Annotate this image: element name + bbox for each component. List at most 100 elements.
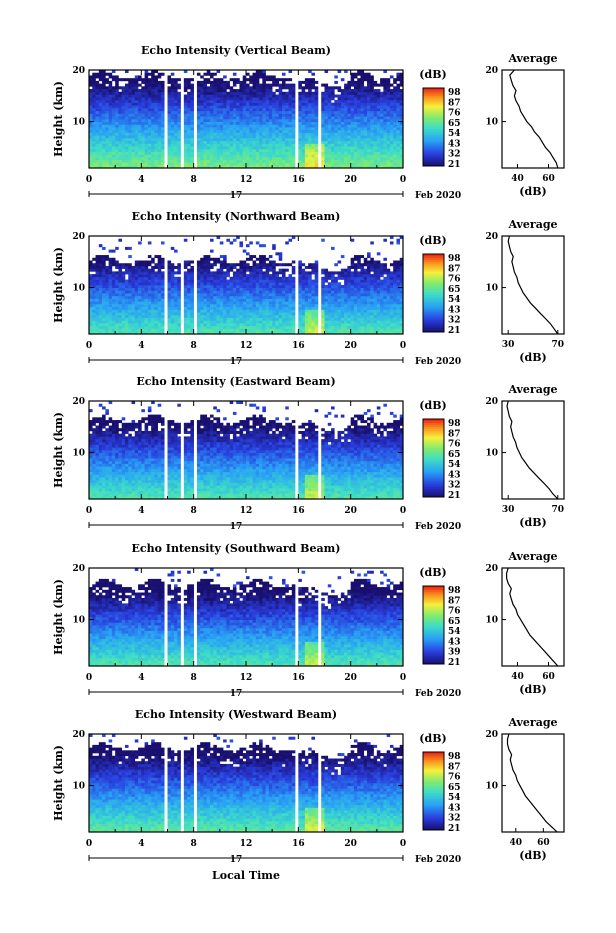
heat-cell bbox=[118, 103, 122, 106]
heat-cell bbox=[197, 277, 201, 280]
heat-cell bbox=[210, 263, 214, 266]
heat-cell bbox=[243, 320, 247, 323]
heat-cell bbox=[275, 293, 279, 296]
heat-cell bbox=[302, 326, 306, 329]
heat-cell bbox=[367, 152, 371, 155]
heat-cell bbox=[305, 144, 309, 147]
heat-cell bbox=[315, 293, 319, 296]
heat-cell bbox=[239, 89, 243, 92]
heat-cell bbox=[380, 119, 384, 122]
heat-cell bbox=[138, 312, 142, 315]
heat-cell bbox=[213, 152, 217, 155]
heat-cell bbox=[184, 124, 188, 127]
heat-cell bbox=[109, 320, 113, 323]
heat-cell bbox=[217, 141, 221, 144]
heat-cell bbox=[282, 163, 286, 166]
heat-cell bbox=[259, 105, 263, 108]
heat-cell bbox=[253, 315, 257, 318]
heat-cell bbox=[328, 290, 332, 293]
heat-cell bbox=[272, 326, 276, 329]
heat-cell bbox=[298, 95, 302, 98]
heat-cell bbox=[187, 108, 191, 111]
heat-cell bbox=[266, 293, 270, 296]
heat-cell bbox=[122, 323, 126, 326]
heat-cell bbox=[243, 160, 247, 163]
heat-cell bbox=[266, 318, 270, 321]
heat-cell bbox=[122, 290, 126, 293]
heat-cell bbox=[177, 78, 181, 81]
heat-cell bbox=[210, 144, 214, 147]
heat-cell bbox=[128, 301, 132, 304]
heat-cell bbox=[282, 301, 286, 304]
heat-cell bbox=[347, 108, 351, 111]
heat-cell bbox=[246, 296, 250, 299]
heat-cell bbox=[217, 280, 221, 283]
heat-cell bbox=[171, 247, 175, 250]
heat-cell bbox=[105, 271, 109, 274]
heat-cell bbox=[302, 97, 306, 100]
heat-cell bbox=[321, 111, 325, 114]
heat-cell bbox=[174, 299, 178, 302]
heat-cell bbox=[315, 154, 319, 157]
heat-cell bbox=[308, 315, 312, 318]
heat-cell bbox=[171, 307, 175, 310]
heat-cell bbox=[141, 86, 145, 89]
heat-cell bbox=[213, 86, 217, 89]
heat-cell bbox=[122, 105, 126, 108]
heat-cell bbox=[272, 81, 276, 84]
heat-cell bbox=[92, 163, 96, 166]
heat-cell bbox=[259, 277, 263, 280]
heat-cell bbox=[96, 269, 100, 272]
heat-cell bbox=[151, 157, 155, 160]
heat-cell bbox=[197, 116, 201, 119]
heat-cell bbox=[262, 154, 266, 157]
heat-cell bbox=[105, 95, 109, 98]
heat-cell bbox=[315, 124, 319, 127]
heat-cell bbox=[253, 81, 257, 84]
heat-cell bbox=[249, 111, 253, 114]
heat-cell bbox=[220, 92, 224, 95]
heat-cell bbox=[253, 299, 257, 302]
heat-cell bbox=[236, 111, 240, 114]
heat-cell bbox=[115, 146, 119, 149]
heat-cell bbox=[259, 261, 263, 264]
heat-cell bbox=[279, 103, 283, 106]
heat-cell bbox=[105, 160, 109, 163]
heat-cell bbox=[285, 310, 289, 313]
heat-cell bbox=[302, 138, 306, 141]
heat-cell bbox=[370, 81, 374, 84]
heat-cell bbox=[102, 89, 106, 92]
heat-cell bbox=[168, 105, 172, 108]
heat-cell bbox=[282, 310, 286, 313]
heat-cell bbox=[354, 84, 358, 87]
heat-cell bbox=[213, 312, 217, 315]
heat-cell bbox=[187, 320, 191, 323]
heat-cell bbox=[262, 277, 266, 280]
heat-cell bbox=[305, 124, 309, 127]
heat-cell bbox=[161, 277, 165, 280]
heat-cell bbox=[344, 95, 348, 98]
heat-cell bbox=[223, 135, 227, 138]
heat-cell bbox=[246, 127, 250, 130]
heat-cell bbox=[272, 263, 276, 266]
heat-cell bbox=[325, 138, 329, 141]
heat-cell bbox=[285, 86, 289, 89]
heat-cell bbox=[289, 293, 293, 296]
heat-cell bbox=[390, 105, 394, 108]
heat-cell bbox=[321, 144, 325, 147]
heat-cell bbox=[387, 92, 391, 95]
heat-cell bbox=[187, 312, 191, 315]
heat-cell bbox=[203, 130, 207, 133]
heat-cell bbox=[105, 280, 109, 283]
heat-cell bbox=[96, 280, 100, 283]
heat-cell bbox=[321, 84, 325, 87]
heat-cell bbox=[223, 133, 227, 136]
heat-cell bbox=[128, 320, 132, 323]
heat-cell bbox=[233, 130, 237, 133]
heat-cell bbox=[315, 274, 319, 277]
heat-cell bbox=[177, 154, 181, 157]
heat-cell bbox=[364, 135, 368, 138]
heat-cell bbox=[128, 111, 132, 114]
heat-cell bbox=[302, 288, 306, 291]
heat-cell bbox=[246, 160, 250, 163]
